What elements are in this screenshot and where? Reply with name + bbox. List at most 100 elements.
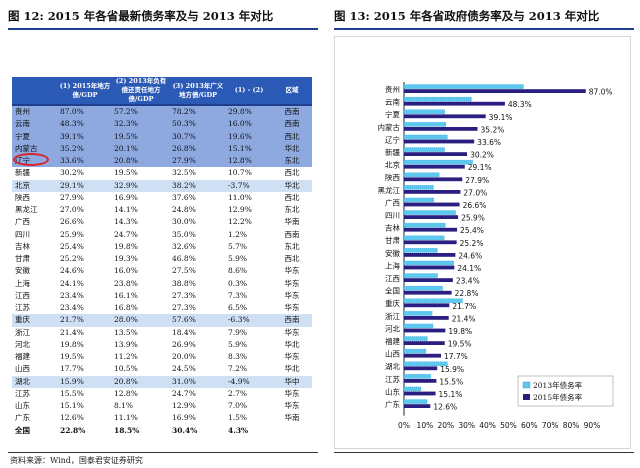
bar-2013 bbox=[403, 361, 448, 367]
bar-2013 bbox=[403, 323, 434, 329]
category-label: 浙江 bbox=[385, 311, 400, 321]
bar-2015 bbox=[404, 127, 478, 131]
debt-2013-liable-cell: 32.9% bbox=[112, 179, 170, 192]
category-label: 山西 bbox=[385, 349, 400, 359]
category-label: 新疆 bbox=[385, 147, 400, 157]
debt-2015-cell: 21.7% bbox=[58, 314, 112, 327]
region-cell: 东北 bbox=[284, 241, 300, 251]
province-cell: 全国 bbox=[15, 425, 30, 435]
data-label: 12.6% bbox=[433, 403, 457, 412]
bar-2015 bbox=[404, 227, 458, 232]
province-cell: 山西 bbox=[15, 364, 30, 374]
data-label: 21.4% bbox=[452, 314, 476, 323]
province-cell: 江苏 bbox=[15, 303, 30, 312]
debt-2015-cell: 21.4% bbox=[60, 327, 84, 337]
table-row: 河北 19.8% 13.9% 26.9% 5.9% 华北 bbox=[12, 339, 312, 351]
province-cell: 黑龙江 bbox=[15, 205, 38, 214]
bottom-rule bbox=[334, 452, 634, 453]
difference-cell: 2.7% bbox=[228, 388, 248, 398]
header-2013-broad-debt-gdp: (3) 2013年广义地方债/GDP bbox=[170, 77, 226, 106]
province-cell: 广东 bbox=[15, 413, 30, 423]
debt-2013-broad-cell: 27.9% bbox=[170, 155, 226, 168]
legend-swatch-2015 bbox=[523, 394, 530, 400]
bar-2015 bbox=[404, 202, 460, 207]
category-label: 湖北 bbox=[385, 362, 400, 371]
region-cell: 华南 bbox=[284, 217, 300, 227]
debt-2015-cell: 22.8% bbox=[60, 425, 86, 435]
difference-cell: 7.3% bbox=[228, 290, 248, 300]
data-label: 25.9% bbox=[461, 214, 485, 223]
bar-2013 bbox=[403, 109, 445, 115]
x-tick-label: 90% bbox=[584, 421, 601, 430]
bar-2015 bbox=[404, 152, 468, 156]
difference-cell: 5.7% bbox=[228, 241, 248, 251]
region-cell: 西南 bbox=[284, 229, 300, 239]
bar-2013 bbox=[403, 172, 440, 178]
debt-2013-liable-cell: 16.9% bbox=[114, 192, 138, 202]
debt-2015-cell: 12.6% bbox=[60, 413, 84, 423]
title-rule bbox=[334, 28, 634, 30]
debt-2015-cell: 25.9% bbox=[60, 229, 84, 239]
plot-frame bbox=[334, 36, 631, 449]
difference-cell: 12.8% bbox=[226, 155, 272, 168]
data-label: 17.7% bbox=[444, 352, 468, 361]
region-cell: 华中 bbox=[272, 375, 312, 388]
debt-2013-liable-cell: 11.2% bbox=[114, 352, 138, 361]
debt-2015-cell: 27.9% bbox=[60, 192, 84, 202]
debt-2013-broad-cell: 30.4% bbox=[172, 425, 198, 435]
region-cell: 东北 bbox=[284, 205, 300, 214]
category-label: 山东 bbox=[385, 386, 400, 396]
x-tick-label: 50% bbox=[500, 421, 517, 430]
difference-cell: 6.5% bbox=[228, 303, 248, 312]
debt-2013-liable-cell: 11.1% bbox=[114, 413, 138, 423]
category-label: 安徽 bbox=[385, 248, 400, 258]
bottom-rule bbox=[8, 452, 318, 453]
table-row: 广东 12.6% 11.1% 16.9% 1.5% 华南 bbox=[12, 412, 312, 424]
bar-2013 bbox=[403, 399, 428, 404]
x-tick-label: 0% bbox=[398, 421, 410, 430]
figure-13-title: 图 13: 2015 年各省政府债务率及与 2013 年对比 bbox=[334, 9, 600, 23]
data-label: 22.8% bbox=[455, 289, 479, 298]
region-cell: 华东 bbox=[284, 278, 300, 288]
data-label: 15.1% bbox=[439, 390, 463, 399]
debt-2015-cell: 29.1% bbox=[58, 179, 112, 192]
category-label: 江西 bbox=[385, 274, 400, 283]
data-label: 87.0% bbox=[589, 88, 613, 97]
bar-2013 bbox=[403, 298, 463, 304]
debt-2015-cell: 23.4% bbox=[60, 290, 84, 300]
header-region: 区域 bbox=[272, 77, 312, 106]
debt-2013-broad-cell: 24.8% bbox=[172, 205, 196, 214]
debt-2013-liable-cell: 12.8% bbox=[114, 388, 138, 398]
bar-2013 bbox=[403, 134, 448, 140]
difference-cell: 15.1% bbox=[226, 142, 272, 155]
category-label: 江苏 bbox=[385, 374, 400, 384]
province-cell: 广西 bbox=[15, 217, 30, 227]
bar-2015 bbox=[404, 316, 449, 320]
bar-2013 bbox=[403, 84, 524, 89]
debt-2013-broad-cell: 32.5% bbox=[172, 168, 196, 178]
bar-2013 bbox=[403, 159, 473, 165]
bar-2015 bbox=[404, 101, 505, 106]
difference-cell: 7.9% bbox=[228, 327, 248, 337]
debt-2013-broad-cell: 24.7% bbox=[172, 388, 196, 398]
debt-2013-broad-cell: 12.9% bbox=[172, 401, 196, 410]
region-cell: 华东 bbox=[284, 327, 300, 337]
debt-2013-broad-cell: 31.0% bbox=[170, 375, 226, 388]
debt-2015-cell: 17.7% bbox=[60, 364, 84, 374]
debt-2013-liable-cell: 20.8% bbox=[112, 375, 170, 388]
difference-cell: -4.9% bbox=[226, 375, 272, 388]
debt-ratio-table: (1) 2015年地方债/GDP (2) 2013年负有偿还责任地方债/GDP … bbox=[12, 77, 312, 438]
debt-2015-cell: 35.2% bbox=[58, 142, 112, 155]
debt-2013-liable-cell: 19.5% bbox=[112, 130, 170, 143]
bar-2015 bbox=[404, 265, 455, 270]
region-cell bbox=[272, 425, 312, 437]
data-label: 48.3% bbox=[508, 100, 532, 109]
bar-2015 bbox=[404, 328, 446, 333]
difference-cell: 12.2% bbox=[228, 217, 252, 227]
debt-2013-liable-cell: 16.0% bbox=[114, 266, 138, 276]
table-row: 内蒙古 35.2% 20.1% 26.8% 15.1% 华北 bbox=[12, 142, 312, 155]
bar-2015 bbox=[404, 341, 445, 345]
debt-2013-liable-cell: 20.8% bbox=[112, 155, 170, 168]
data-label: 25.4% bbox=[460, 226, 484, 235]
bar-2013 bbox=[403, 185, 434, 190]
